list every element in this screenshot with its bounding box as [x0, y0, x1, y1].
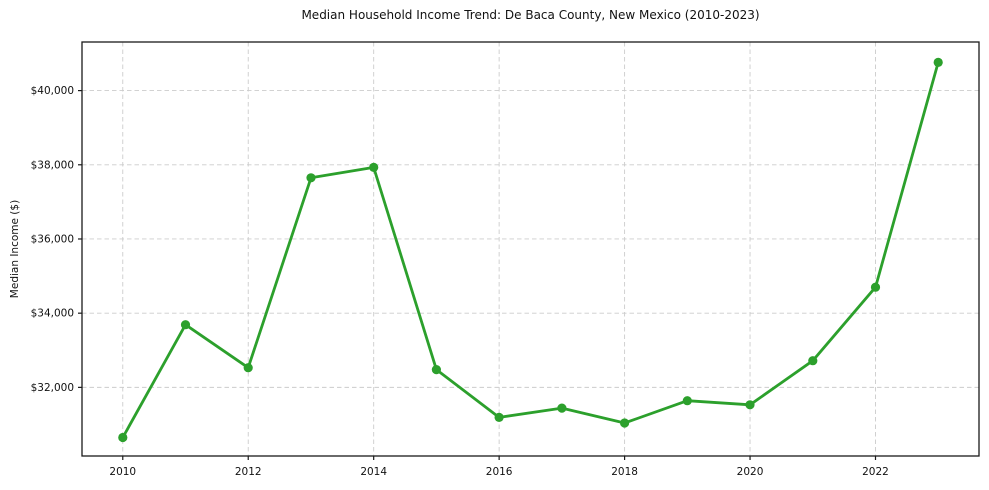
y-tick-label: $34,000 — [31, 308, 74, 320]
y-tick-label: $38,000 — [31, 159, 74, 171]
x-tick-label: 2014 — [360, 466, 387, 478]
plot-spines — [81, 41, 980, 457]
x-tick-label: 2012 — [235, 466, 262, 478]
data-point — [620, 418, 630, 428]
y-tick-label: $36,000 — [31, 233, 74, 245]
data-point — [933, 57, 943, 67]
data-point — [745, 400, 755, 410]
x-tick-label: 2010 — [109, 466, 136, 478]
data-point — [243, 363, 253, 373]
data-point — [431, 365, 441, 375]
y-tick-label: $32,000 — [31, 382, 74, 394]
data-point — [557, 403, 567, 413]
data-line — [121, 61, 940, 439]
data-point — [118, 432, 128, 443]
x-tick-label: 2020 — [737, 466, 764, 478]
x-tick-label: 2016 — [486, 466, 513, 478]
data-point — [682, 396, 692, 406]
x-tick-label: 2018 — [611, 466, 638, 478]
data-point — [306, 173, 316, 183]
y-tick-label: $40,000 — [31, 85, 74, 97]
chart-title: Median Household Income Trend: De Baca C… — [301, 8, 760, 22]
data-point — [494, 412, 504, 422]
data-point — [369, 162, 379, 172]
data-point — [180, 320, 191, 330]
data-point — [870, 282, 881, 292]
data-point — [808, 356, 818, 366]
x-tick-label: 2022 — [862, 466, 889, 478]
